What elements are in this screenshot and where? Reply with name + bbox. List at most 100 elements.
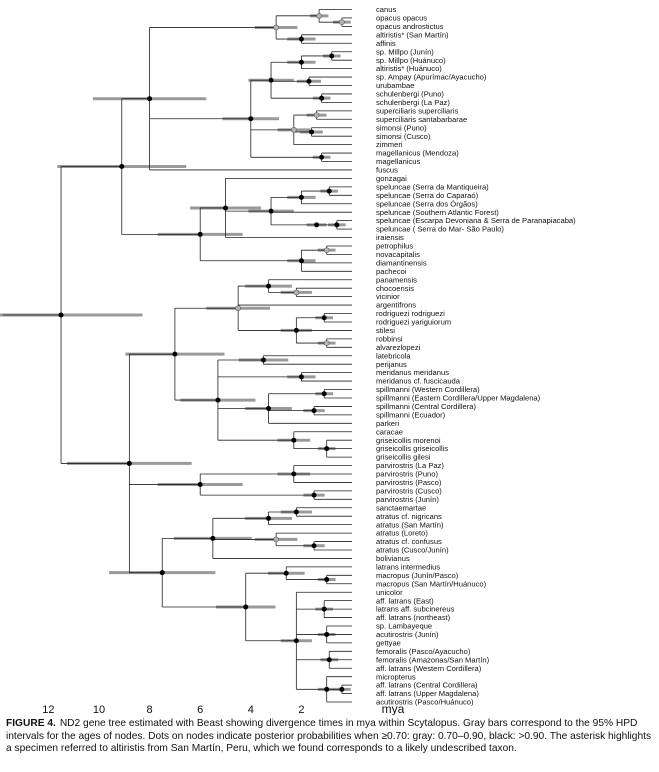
tree-branches [2, 9, 352, 703]
time-axis: 12 10 8 6 4 2 mya [42, 702, 404, 715]
taxon-label: aff. latrans (northeast) [376, 613, 451, 622]
axis-tick-label: 8 [147, 704, 153, 715]
node-dot-black-12 [319, 154, 325, 160]
taxon-label: acutirostris (Pasco/Huánuco) [376, 698, 474, 707]
taxon-label: stilesi [376, 326, 395, 335]
taxon-label: simonsi (Cusco) [376, 132, 431, 141]
taxon-label: atratus (Cusco/Junín) [376, 546, 449, 555]
node-dot-black-57 [159, 570, 165, 576]
axis-tick-label: 10 [93, 704, 105, 715]
node-dot-black-36 [324, 446, 330, 452]
node-dot-black-18 [314, 222, 320, 228]
taxon-label: parkeri [376, 419, 400, 428]
node-dot-black-47 [210, 535, 216, 541]
node-dot-black-33 [321, 391, 327, 397]
taxon-label: superciliaris santabarbarae [376, 115, 467, 124]
node-dot-black-52 [326, 657, 332, 663]
taxon-label: aff. latrans (Western Cordillera) [376, 664, 482, 673]
node-dots [58, 13, 345, 692]
node-dot-black-32 [298, 374, 304, 380]
taxon-label: micropterus [376, 672, 416, 681]
taxon-label: aff. latrans (Upper Magdalena) [376, 689, 479, 698]
node-dot-black-53 [339, 686, 345, 692]
taxon-label: aff. latrans (Central Cordillera) [376, 681, 478, 690]
node-dot-black-43 [293, 509, 299, 515]
taxon-label: parvirostris (La Paz) [376, 461, 444, 470]
axis-tick-label: 4 [248, 704, 254, 715]
node-dot-black-6 [306, 78, 312, 84]
node-dot-black-37 [291, 437, 297, 443]
node-dot-black-4 [329, 53, 335, 59]
taxon-label: atratus (Loreto) [376, 529, 428, 538]
node-dot-black-7 [319, 95, 325, 101]
taxon-label: simonsi (Puno) [376, 123, 427, 132]
taxon-label: parvirostris (Cusco) [376, 486, 442, 495]
taxon-label: speluncae ( Serra do Mar- São Paulo) [376, 225, 504, 234]
node-dot-black-16 [298, 194, 304, 200]
taxon-label: magellanicus (Mendoza) [376, 149, 459, 158]
taxon-label: schulenbergi (Puno) [376, 90, 444, 99]
node-dot-black-59 [58, 312, 64, 318]
taxon-label: pachecoi [376, 267, 407, 276]
taxon-label: zimmeri [376, 140, 403, 149]
taxon-label: fuscus [376, 166, 398, 175]
axis-tick-label: 6 [197, 704, 203, 715]
taxon-label: novacapitalis [376, 250, 420, 259]
taxon-label: sp. Millpo (Huánuco) [376, 56, 446, 65]
taxon-label: altiristis* (Huánuco) [376, 64, 442, 73]
node-dot-black-20 [223, 205, 228, 211]
taxon-label: parvirostris (Puno) [376, 470, 439, 479]
taxon-label: opacus opacus [376, 14, 427, 23]
node-dot-black-8 [268, 77, 274, 83]
caption-text: ND2 gene tree estimated with Beast showi… [6, 718, 652, 755]
node-dot-black-2 [298, 36, 304, 42]
taxon-label: magellanicus [376, 157, 421, 166]
taxon-label: spillmanni (Central Cordillera) [376, 402, 476, 411]
figure-caption: FIGURE 4. ND2 gene tree estimated with Be… [6, 718, 654, 756]
taxon-label: affinis [376, 39, 396, 48]
node-dot-gray-11 [291, 127, 297, 133]
taxon-label: caracae [376, 427, 403, 436]
taxon-label: speluncae (Serra dos Órgãos) [376, 199, 478, 208]
taxon-label: speluncae (Serra da Mantiqueira) [376, 182, 489, 191]
node-dot-black-41 [311, 492, 317, 498]
node-dot-gray-9 [313, 112, 320, 118]
taxon-label: spillmanni (Western Cordillera) [376, 385, 480, 394]
taxon-label: vicinior [376, 292, 400, 301]
taxon-label: atratus (San Martín) [376, 520, 444, 529]
node-dot-black-14 [147, 96, 153, 102]
taxon-label: acutirostris (Junín) [376, 630, 439, 639]
node-dot-gray-46 [273, 536, 279, 543]
taxon-label: parvirostris (Pasco) [376, 478, 442, 487]
node-dot-black-38 [215, 397, 221, 403]
taxon-label: macropus (San Martín/Huánuco) [376, 579, 487, 588]
taxon-label: macropus (Junín/Pasco) [376, 571, 459, 580]
taxon-label: griseicollis gilesi [376, 453, 431, 462]
node-dot-black-44 [266, 515, 272, 521]
node-dot-black-50 [321, 606, 327, 612]
axis-unit-label: mya [382, 702, 405, 715]
node-dot-black-22 [298, 258, 304, 264]
taxon-label: opacus androstictus [376, 22, 444, 31]
node-dot-black-13 [248, 116, 254, 122]
taxon-label: gettyae [376, 638, 401, 647]
taxon-label: meridanus cf. fuscicauda [376, 377, 461, 386]
taxon-label: femoralis (Amazonas/San Martín) [376, 655, 490, 664]
node-dot-black-54 [324, 686, 330, 692]
taxon-label: speluncae (Serra do Caparaó) [376, 191, 479, 200]
node-dot-black-15 [326, 188, 332, 194]
node-dot-black-56 [243, 604, 249, 610]
taxon-label: iraiensis [376, 233, 404, 242]
taxon-label: unicolor [376, 588, 403, 597]
node-dot-gray-1 [316, 13, 322, 19]
node-dot-black-51 [324, 631, 330, 637]
taxon-label: sp. Ampay (Apurímac/Ayacucho) [376, 73, 487, 82]
taxon-label: canus [376, 5, 396, 14]
node-dot-black-10 [309, 129, 315, 135]
taxon-label: atratus cf. confusus [376, 537, 442, 546]
taxon-label: argentifrons [376, 301, 416, 310]
taxon-label: gonzagai [376, 174, 407, 183]
node-dot-black-27 [321, 315, 327, 321]
taxon-label: speluncae (Escarpa Devoniana & Serra de … [376, 216, 576, 225]
